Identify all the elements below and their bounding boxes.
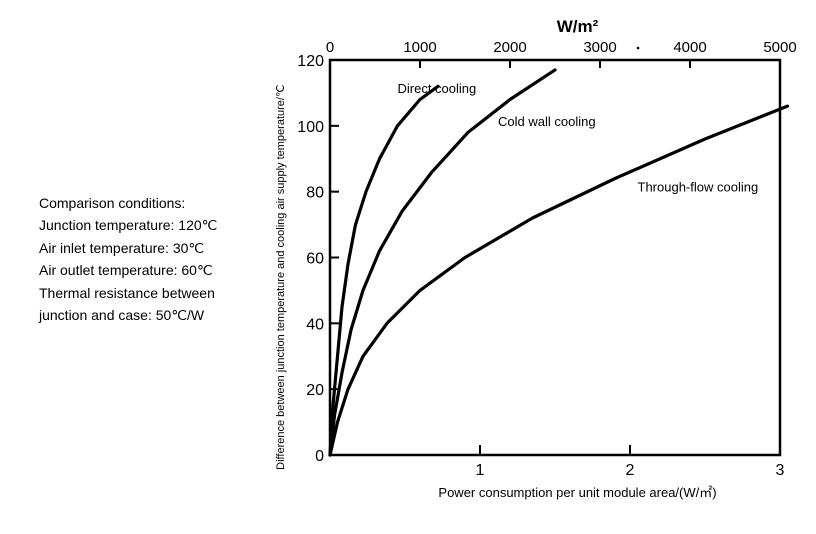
y-axis-label: Difference between junction temperature … <box>275 85 287 470</box>
x-top-tick-label: 2000 <box>493 39 526 56</box>
conditions-panel: Comparison conditions: Junction temperat… <box>39 192 259 326</box>
y-tick-label: 80 <box>306 185 324 202</box>
x-bottom-axis-label: Power consumption per unit module area/(… <box>438 485 716 500</box>
x-bottom-tick-label: 3 <box>776 462 785 479</box>
y-tick-label: 100 <box>297 119 324 136</box>
x-top-tick-label: 0 <box>326 39 334 56</box>
y-tick-label: 40 <box>306 316 324 333</box>
conditions-line: Air inlet temperature: 30℃ <box>39 237 259 259</box>
series-label: Cold wall cooling <box>498 114 596 129</box>
x-top-tick-label: 5000 <box>763 39 796 56</box>
x-top-tick-label: 1000 <box>403 39 436 56</box>
conditions-line: Junction temperature: 120℃ <box>39 214 259 236</box>
series-curve <box>330 106 788 455</box>
origin-label: 0 <box>315 448 324 465</box>
x-bottom-tick-label: 2 <box>626 462 635 479</box>
series-label: Direct cooling <box>398 81 477 96</box>
decor-dot <box>637 47 640 50</box>
cooling-chart: 204060801001200123010002000300040005000W… <box>260 10 800 520</box>
x-top-tick-label: 4000 <box>673 39 706 56</box>
series-label: Through-flow cooling <box>638 180 759 195</box>
conditions-heading: Comparison conditions: <box>39 192 259 214</box>
y-tick-label: 20 <box>306 382 324 399</box>
conditions-line: Air outlet temperature: 60℃ <box>39 259 259 281</box>
conditions-line: Thermal resistance between <box>39 282 259 304</box>
y-tick-label: 120 <box>297 53 324 70</box>
x-bottom-tick-label: 1 <box>476 462 485 479</box>
conditions-line: junction and case: 50℃/W <box>39 304 259 326</box>
y-tick-label: 60 <box>306 251 324 268</box>
x-top-axis-label: W/m² <box>557 17 599 36</box>
x-top-tick-label: 3000 <box>583 39 616 56</box>
